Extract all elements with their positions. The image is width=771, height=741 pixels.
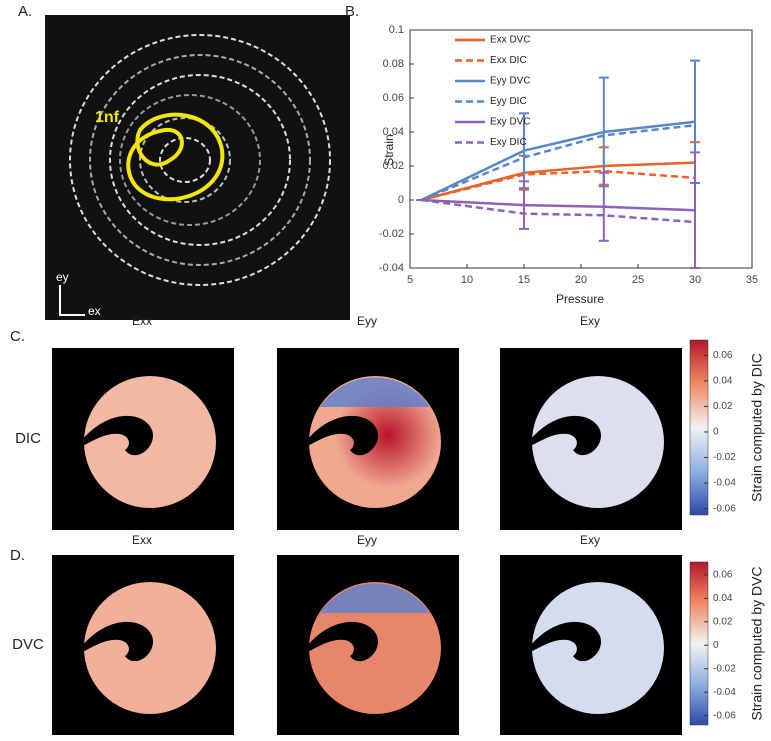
colorbar-tick-label: 0.04 [713, 376, 733, 387]
panel-label: D. [10, 547, 25, 564]
x-tick-label: 15 [518, 274, 530, 286]
x-tick-label: 35 [746, 274, 758, 286]
colorbar-tick-label: 0 [713, 640, 719, 651]
plot-frame [410, 30, 752, 268]
panel-label: C. [10, 328, 25, 345]
colorbar-tick-label: 0.06 [713, 570, 733, 581]
y-tick-label: -0.02 [379, 228, 404, 240]
series-line [421, 200, 695, 210]
row-label: DIC [15, 430, 41, 447]
colorbar-tick-label: 0.06 [713, 350, 733, 361]
colorbar-tick-label: -0.04 [713, 687, 736, 698]
colorbar-tick-label: -0.06 [713, 710, 736, 721]
series-line [421, 171, 695, 200]
colorbar [690, 562, 708, 725]
y-tick-label: -0.04 [379, 262, 404, 274]
colorbar-title: Strain computed by DIC [749, 353, 765, 502]
map-title: Exx [132, 314, 152, 328]
x-axis-label: Pressure [556, 292, 604, 306]
colorbar-tick-label: 0.02 [713, 616, 733, 627]
y-tick-label: 0.02 [383, 160, 404, 172]
panel-a: A. 1nf ey ex [18, 3, 350, 320]
axis-label: ey [56, 270, 69, 284]
row-label: DVC [12, 636, 44, 653]
y-tick-label: 0.08 [383, 58, 404, 70]
colorbar-tick-label: -0.02 [713, 452, 736, 463]
panel-label: A. [18, 3, 32, 20]
series-line [421, 200, 695, 222]
map-title: Exy [580, 533, 600, 547]
x-tick-label: 20 [575, 274, 587, 286]
colorbar-tick-label: 0.02 [713, 401, 733, 412]
y-tick-label: 0.1 [389, 24, 404, 36]
annotation: 1nf [95, 109, 120, 126]
legend-label: Exy DVC [490, 117, 531, 128]
legend-label: Eyy DIC [490, 96, 527, 107]
panel-label: B. [345, 3, 359, 20]
axis-label: ex [88, 304, 101, 318]
figure: A. 1nf ey ex B. Pressure Strain -0.04-0.… [0, 0, 771, 741]
legend-label: Exy DIC [490, 137, 527, 148]
colorbar-tick-label: -0.04 [713, 478, 736, 489]
y-tick-label: 0 [398, 194, 404, 206]
legend-label: Eyy DVC [490, 76, 531, 87]
map-title: Exx [132, 533, 152, 547]
x-tick-label: 25 [632, 274, 644, 286]
colorbar-tick-label: -0.02 [713, 663, 736, 674]
x-tick-label: 10 [461, 274, 473, 286]
map-title: Eyy [357, 533, 377, 547]
colorbar-tick-label: 0 [713, 427, 719, 438]
x-tick-label: 5 [407, 274, 413, 286]
colorbar-title: Strain computed by DVC [749, 566, 765, 720]
legend-label: Exx DIC [490, 55, 527, 66]
map-title: Eyy [357, 314, 377, 328]
colorbar [690, 340, 708, 515]
colorbar-tick-label: 0.04 [713, 593, 733, 604]
legend-label: Exx DVC [490, 35, 531, 46]
y-tick-label: 0.04 [383, 126, 404, 138]
colorbar-tick-label: -0.06 [713, 503, 736, 514]
x-tick-label: 30 [689, 274, 701, 286]
map-title: Exy [580, 314, 600, 328]
y-tick-label: 0.06 [383, 92, 404, 104]
